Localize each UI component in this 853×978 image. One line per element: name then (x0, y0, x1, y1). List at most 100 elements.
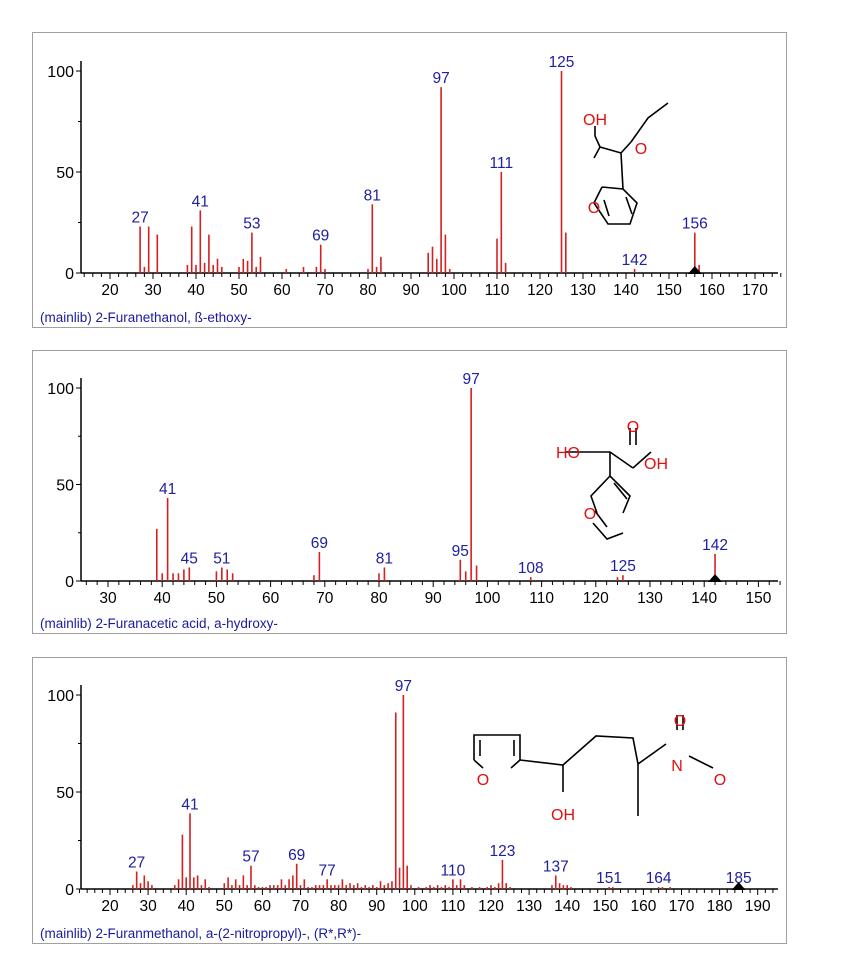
x-tick-label: 40 (154, 590, 172, 607)
bond (510, 759, 521, 769)
y-tick-label: 50 (56, 478, 74, 495)
y-tick-label: 50 (56, 785, 74, 802)
peak-label-57: 57 (242, 849, 259, 866)
x-tick-label: 180 (707, 898, 733, 915)
x-tick-label: 120 (478, 898, 504, 915)
x-tick-label: 70 (316, 590, 334, 607)
x-tick-label: 90 (368, 898, 386, 915)
x-tick-label: 110 (529, 590, 554, 607)
bond (593, 126, 601, 159)
x-tick-label: 110 (485, 282, 510, 299)
x-tick-label: 20 (101, 898, 119, 915)
x-tick-label: 190 (745, 898, 771, 915)
x-tick-label: 50 (208, 590, 226, 607)
atom-label: O (674, 713, 686, 730)
peak-label-51: 51 (213, 550, 230, 567)
x-tick-label: 90 (402, 282, 420, 299)
atom-label: O (477, 772, 489, 789)
y-tick-label: 0 (65, 882, 74, 899)
peak-label-81: 81 (364, 187, 381, 204)
bond (637, 743, 667, 765)
atom-label: N (671, 758, 683, 775)
peak-label-108: 108 (518, 560, 544, 577)
x-tick-label: 50 (230, 282, 248, 299)
peak-label-156: 156 (682, 216, 708, 233)
bond (603, 199, 610, 217)
y-tick-label: 100 (47, 64, 74, 81)
bond (590, 474, 631, 514)
peak-label-45: 45 (181, 550, 198, 567)
atom-label: HO (556, 445, 580, 462)
atom-label: O (584, 506, 596, 523)
molecular-ion-marker (687, 266, 702, 274)
x-tick-label: 150 (745, 590, 771, 607)
x-tick-label: 140 (554, 898, 580, 915)
bond (592, 522, 624, 540)
peak-label-110: 110 (441, 862, 466, 879)
y-tick-label: 100 (47, 688, 74, 705)
bond (630, 102, 669, 143)
x-tick-label: 30 (99, 590, 117, 607)
peak-label-69: 69 (312, 228, 329, 245)
x-tick-label: 110 (441, 898, 466, 915)
peak-label-95: 95 (452, 543, 469, 560)
bond (620, 152, 624, 190)
peak-label-125: 125 (610, 558, 636, 575)
bond (688, 755, 714, 769)
compound-title: (mainlib) 2-Furanethanol, ß-ethoxy- (40, 310, 252, 325)
bond (519, 735, 639, 766)
x-tick-label: 60 (273, 282, 291, 299)
x-tick-label: 70 (292, 898, 310, 915)
x-tick-label: 140 (613, 282, 639, 299)
compound-title: (mainlib) 2-Furanmethanol, a-(2-nitropro… (40, 926, 362, 941)
x-tick-label: 30 (144, 282, 162, 299)
x-tick-label: 100 (441, 282, 467, 299)
bond (473, 734, 521, 760)
x-tick-label: 130 (570, 282, 596, 299)
bond (613, 482, 628, 500)
x-tick-label: 160 (699, 282, 725, 299)
x-tick-label: 70 (316, 282, 334, 299)
x-tick-label: 40 (178, 898, 196, 915)
peak-label-97: 97 (463, 371, 480, 388)
y-tick-label: 100 (47, 381, 74, 398)
peak-label-69: 69 (288, 847, 305, 864)
x-tick-label: 170 (742, 282, 768, 299)
x-tick-label: 170 (669, 898, 695, 915)
x-tick-label: 60 (254, 898, 272, 915)
bond (625, 196, 633, 215)
y-tick-label: 50 (56, 165, 74, 182)
peak-label-81: 81 (376, 550, 393, 567)
peak-label-53: 53 (243, 216, 260, 233)
peak-label-27: 27 (131, 210, 148, 227)
peak-label-123: 123 (489, 843, 515, 860)
y-tick-label: 0 (65, 266, 74, 283)
atom-label: O (714, 772, 726, 789)
bond (473, 759, 484, 769)
spectrum-panel-3: 0 50 100 20 30 40 50 60 70 80 90 100 110 120 130 140 150… (32, 657, 787, 944)
peak-label-41: 41 (192, 193, 209, 210)
peak-label-97: 97 (432, 70, 449, 87)
x-tick-label: 100 (402, 898, 428, 915)
x-tick-label: 20 (101, 282, 119, 299)
x-tick-label: 120 (583, 590, 609, 607)
peak-label-142: 142 (702, 537, 728, 554)
peak-label-151: 151 (596, 870, 622, 887)
bond (594, 510, 608, 528)
x-tick-label: 30 (139, 898, 157, 915)
x-tick-label: 150 (656, 282, 682, 299)
x-tick-label: 150 (592, 898, 618, 915)
molecular-ion-marker (708, 574, 723, 582)
spectrum-panel-2: 0 50 100 30 40 50 60 70 80 90 100 110 120 130 140 150 41… (32, 350, 787, 634)
spectrum-chart-3: 0 50 100 20 30 40 50 60 70 80 90 100 110 120 130 140 150… (47, 678, 778, 915)
atom-label: OH (551, 807, 575, 824)
atom-label: O (627, 419, 639, 436)
bond (599, 141, 632, 154)
x-tick-label: 40 (187, 282, 205, 299)
peak-label-97: 97 (395, 678, 412, 695)
bond (593, 186, 638, 225)
molecular-ion-marker (731, 882, 746, 890)
atom-label: O (635, 141, 647, 158)
y-tick-label: 0 (65, 574, 74, 591)
peak-label-185: 185 (726, 870, 752, 887)
